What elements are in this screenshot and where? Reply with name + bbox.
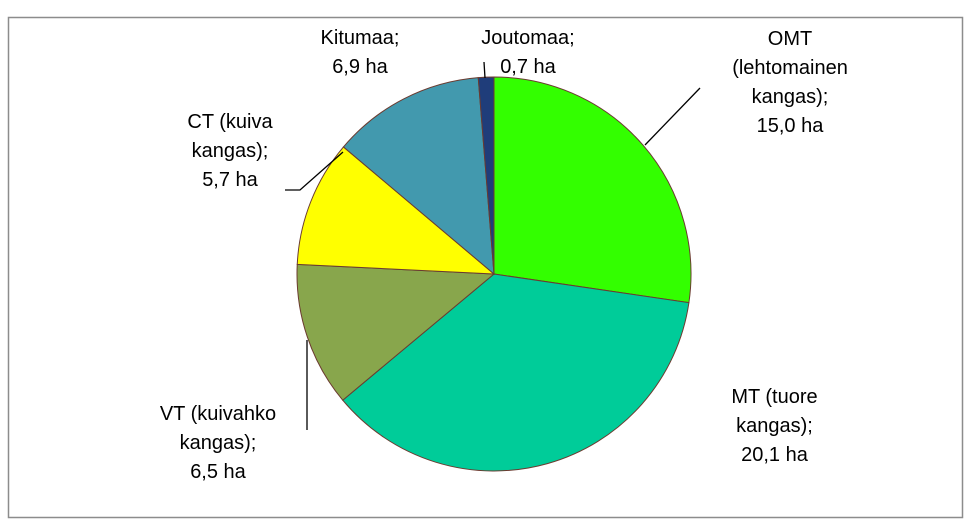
slice-label: CT (kuiva kangas); 5,7 ha <box>170 108 290 195</box>
label-separator: ; <box>250 432 257 454</box>
category-label: Joutomaa <box>481 27 570 49</box>
slice-label: VT (kuivahko kangas); 6,5 ha <box>150 400 286 487</box>
pie-slice <box>342 77 495 276</box>
label-separator: ; <box>569 27 575 49</box>
label-separator: ; <box>393 27 400 49</box>
category-label: Kitumaa <box>320 27 394 49</box>
label-separator: ; <box>822 86 829 108</box>
category-label: VT (kuivahko kangas) <box>159 403 277 454</box>
leader-line <box>644 87 701 146</box>
category-label: CT (kuiva kangas) <box>187 111 273 162</box>
label-separator: ; <box>807 415 813 437</box>
pie-slice <box>296 146 496 275</box>
slice-label: OMT (lehtomainen kangas); 15,0 ha <box>720 25 860 141</box>
value-label: 20,1 ha <box>741 444 808 466</box>
value-label: 15,0 ha <box>756 115 824 137</box>
leader-line <box>285 151 344 191</box>
value-label: 6,5 ha <box>190 461 246 483</box>
value-label: 6,9 ha <box>332 56 388 78</box>
pie-slice <box>477 76 495 275</box>
pie-slice <box>296 263 496 401</box>
category-label: OMT (lehtomainen kangas) <box>732 28 848 108</box>
value-label: 5,7 ha <box>202 169 258 191</box>
category-label: MT (tuore kangas) <box>731 386 818 437</box>
pie-slice <box>342 273 690 472</box>
pie-slice <box>493 76 692 304</box>
label-separator: ; <box>262 140 269 162</box>
slice-label: Kitumaa; 6,9 ha <box>310 24 410 82</box>
value-label: 0,7 ha <box>500 56 556 78</box>
leader-line <box>483 61 486 79</box>
slice-label: Joutomaa; 0,7 ha <box>473 24 583 82</box>
slice-label: MT (tuore kangas); 20,1 ha <box>717 383 832 470</box>
